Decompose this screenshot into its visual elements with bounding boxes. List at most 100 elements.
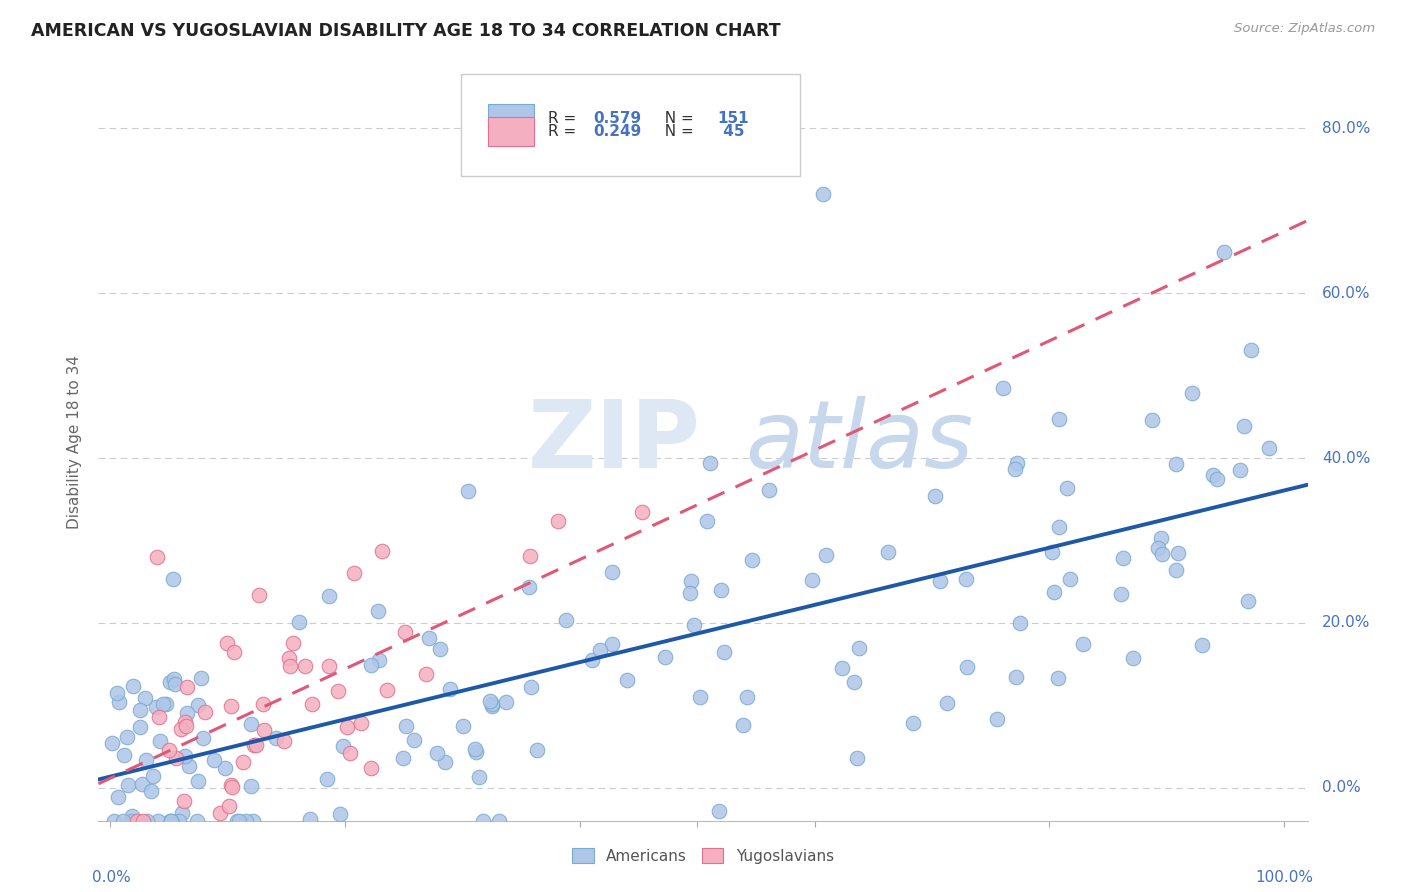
Point bbox=[924, 489, 946, 503]
Text: N =: N = bbox=[655, 124, 699, 139]
Text: atlas: atlas bbox=[745, 396, 973, 487]
Point bbox=[654, 650, 676, 665]
Point bbox=[167, 814, 190, 828]
Point bbox=[117, 779, 139, 793]
Point bbox=[936, 696, 959, 710]
Point bbox=[600, 565, 623, 579]
Point bbox=[235, 814, 257, 828]
Point bbox=[174, 719, 197, 733]
Point bbox=[136, 814, 159, 828]
Point bbox=[173, 795, 195, 809]
Bar bbox=[488, 104, 534, 133]
Point bbox=[190, 671, 212, 685]
Point bbox=[713, 645, 735, 659]
Text: R =: R = bbox=[548, 124, 581, 139]
Point bbox=[332, 739, 354, 754]
Point bbox=[418, 631, 440, 645]
Point bbox=[1152, 547, 1174, 561]
Point bbox=[129, 703, 152, 717]
Point bbox=[481, 699, 503, 714]
Point bbox=[520, 680, 543, 694]
Point bbox=[122, 679, 145, 693]
Point bbox=[589, 643, 612, 657]
Point bbox=[288, 615, 311, 629]
Point bbox=[299, 812, 322, 826]
Point bbox=[465, 745, 488, 759]
Point bbox=[107, 695, 129, 709]
Point bbox=[163, 673, 186, 687]
Point bbox=[1149, 532, 1171, 546]
Point bbox=[318, 589, 340, 603]
Point bbox=[194, 705, 217, 719]
Text: 0.0%: 0.0% bbox=[93, 870, 131, 885]
Point bbox=[600, 637, 623, 651]
Point bbox=[1056, 481, 1078, 495]
Point bbox=[993, 381, 1015, 395]
Point bbox=[253, 723, 276, 737]
Point bbox=[142, 769, 165, 783]
Point bbox=[121, 814, 143, 828]
Point bbox=[1047, 519, 1070, 533]
Point bbox=[402, 732, 425, 747]
Point bbox=[215, 636, 238, 650]
Point bbox=[683, 617, 706, 632]
Point bbox=[157, 743, 180, 757]
Point bbox=[877, 545, 900, 559]
Point bbox=[1047, 412, 1070, 426]
Point bbox=[131, 777, 153, 791]
Point bbox=[468, 770, 491, 784]
Text: 0.579: 0.579 bbox=[593, 111, 641, 126]
Point bbox=[986, 712, 1008, 726]
Point bbox=[1004, 462, 1026, 476]
Point bbox=[848, 640, 870, 655]
Point bbox=[526, 743, 548, 757]
Point bbox=[232, 756, 254, 770]
Point bbox=[360, 658, 382, 673]
Point bbox=[202, 753, 225, 767]
Point bbox=[813, 187, 835, 202]
Point bbox=[214, 761, 236, 775]
Point bbox=[221, 778, 243, 792]
Point bbox=[145, 699, 167, 714]
Point bbox=[1202, 467, 1225, 482]
Point bbox=[242, 738, 264, 752]
Point bbox=[174, 714, 197, 729]
Point bbox=[1004, 670, 1026, 684]
Text: AMERICAN VS YUGOSLAVIAN DISABILITY AGE 18 TO 34 CORRELATION CHART: AMERICAN VS YUGOSLAVIAN DISABILITY AGE 1… bbox=[31, 22, 780, 40]
FancyBboxPatch shape bbox=[461, 74, 800, 177]
Point bbox=[415, 667, 437, 681]
Point bbox=[394, 625, 416, 640]
Point bbox=[956, 660, 979, 674]
Text: 151: 151 bbox=[717, 111, 749, 126]
Point bbox=[426, 746, 449, 760]
Point bbox=[519, 549, 541, 563]
Point bbox=[1213, 244, 1236, 259]
Point bbox=[1229, 463, 1251, 477]
Point bbox=[159, 814, 181, 828]
Point bbox=[228, 814, 250, 828]
Point bbox=[224, 645, 246, 659]
Point bbox=[464, 741, 486, 756]
Point bbox=[735, 690, 758, 705]
Point bbox=[681, 574, 703, 588]
Point bbox=[219, 698, 242, 713]
Point bbox=[191, 731, 214, 745]
Point bbox=[733, 718, 755, 732]
Point bbox=[457, 483, 479, 498]
Point bbox=[121, 808, 143, 822]
Point bbox=[903, 715, 925, 730]
Point bbox=[1166, 457, 1188, 471]
Point bbox=[689, 690, 711, 705]
Point bbox=[170, 806, 193, 821]
Point bbox=[758, 483, 780, 498]
Point bbox=[699, 456, 721, 470]
Legend: Americans, Yugoslavians: Americans, Yugoslavians bbox=[567, 842, 839, 870]
Point bbox=[155, 697, 177, 711]
Point bbox=[814, 549, 837, 563]
Point bbox=[165, 750, 187, 764]
Point bbox=[176, 706, 198, 720]
Point bbox=[370, 543, 392, 558]
Point bbox=[239, 717, 262, 731]
Point bbox=[581, 652, 603, 666]
Point bbox=[547, 514, 569, 528]
